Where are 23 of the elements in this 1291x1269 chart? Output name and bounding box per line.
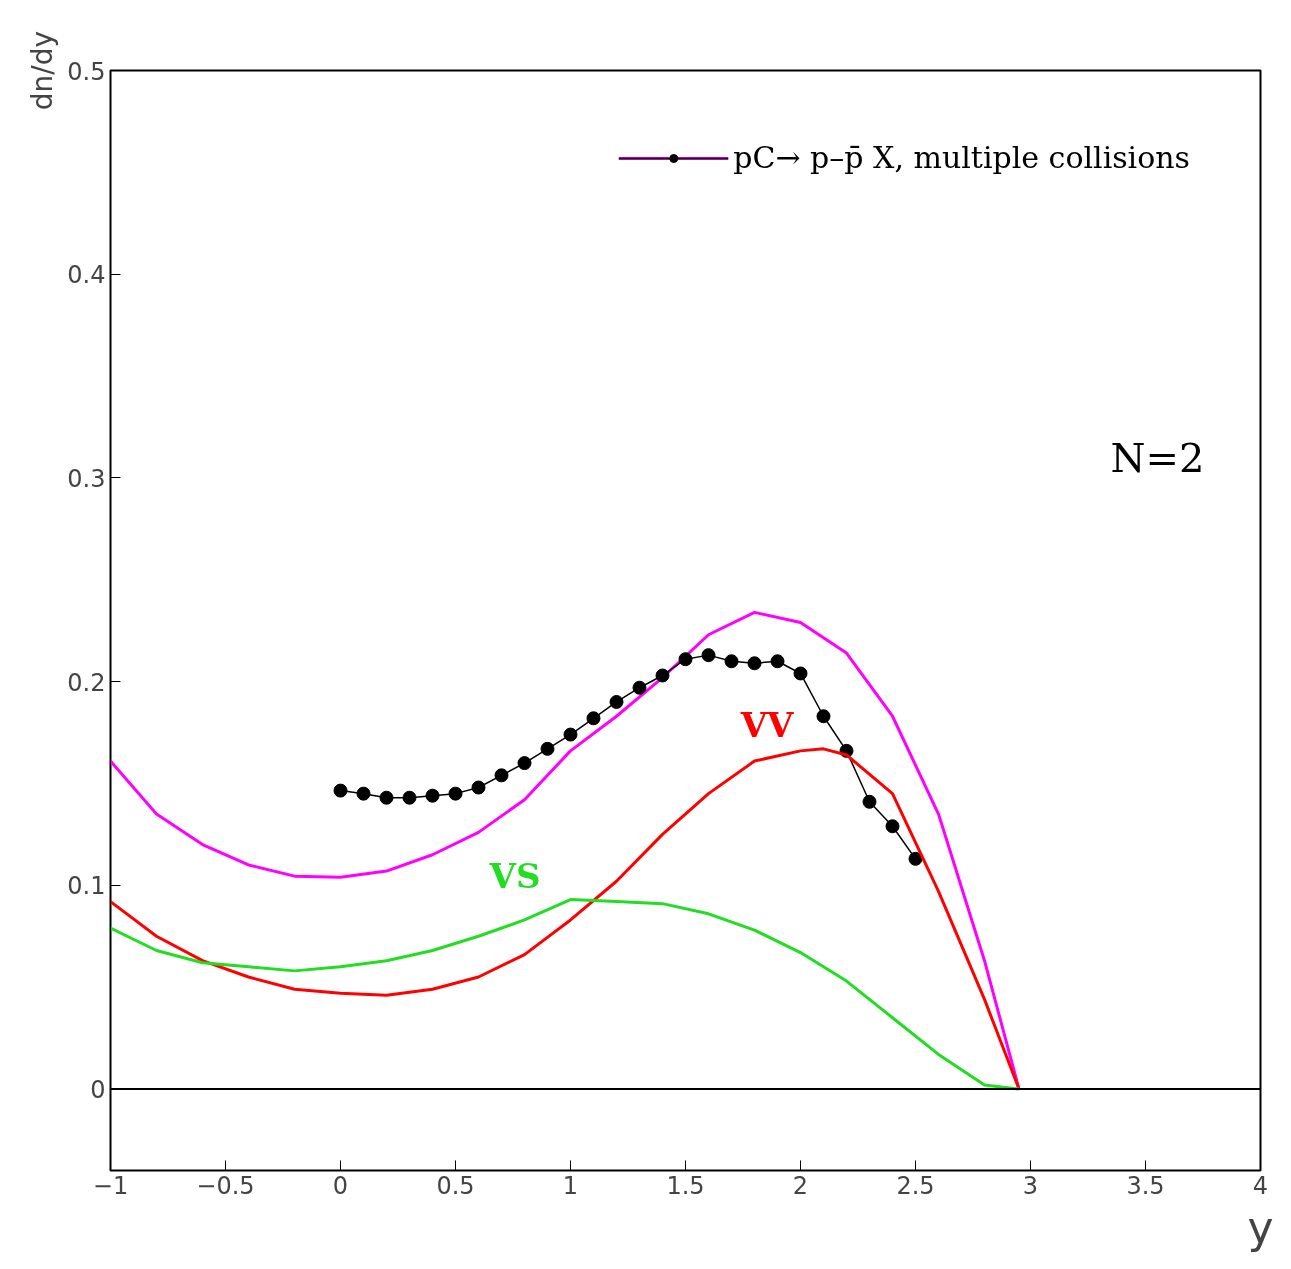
series-label: VV xyxy=(739,704,795,745)
x-tick-label: −0.5 xyxy=(196,1171,255,1200)
x-tick-label: 0 xyxy=(332,1171,349,1200)
x-tick-label: 1.5 xyxy=(666,1171,705,1200)
y-tick-label: 0 xyxy=(90,1076,106,1105)
x-tick-label: 3.5 xyxy=(1126,1171,1165,1200)
x-tick-label: 1 xyxy=(562,1171,579,1200)
x-tick-label: 3 xyxy=(1022,1171,1039,1200)
annotation: N=2 xyxy=(1110,434,1205,481)
y-tick-label: 0.1 xyxy=(67,872,106,901)
y-axis-title: dn/dy xyxy=(26,30,60,111)
x-tick-label: −1 xyxy=(92,1171,129,1200)
x-axis-title: y xyxy=(1247,1201,1274,1253)
x-tick-label: 4 xyxy=(1252,1171,1269,1200)
x-tick-label: 0.5 xyxy=(436,1171,475,1200)
legend-label: pC→ p–p̄ X, multiple collisions xyxy=(733,140,1190,175)
y-tick-label: 0.4 xyxy=(67,261,106,290)
x-tick-label: 2.5 xyxy=(896,1171,935,1200)
y-tick-label: 0.2 xyxy=(67,668,106,697)
x-tick-label: 2 xyxy=(792,1171,809,1200)
y-tick-label: 0.5 xyxy=(67,57,106,86)
series-label: VS xyxy=(488,855,541,896)
y-tick-label: 0.3 xyxy=(67,464,106,493)
